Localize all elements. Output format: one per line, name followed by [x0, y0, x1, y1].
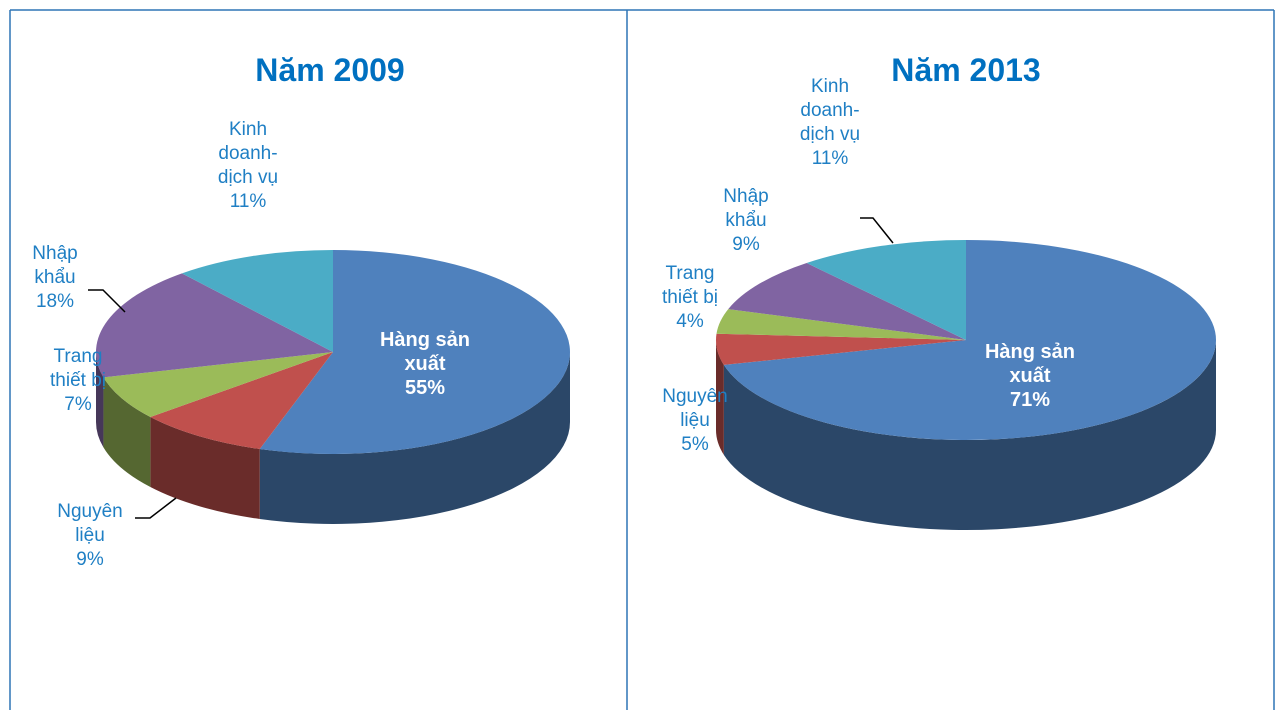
data-label: Hàng sản xuất 71%	[965, 340, 1095, 412]
chart-title: Năm 2013	[891, 52, 1041, 88]
pie-slice	[259, 250, 570, 454]
value-label: 55%	[404, 377, 446, 399]
pie-slice	[103, 352, 333, 418]
data-label: Hàng sản xuất 55%	[365, 328, 485, 400]
pie-slice	[716, 309, 966, 340]
pie-slice	[150, 352, 333, 450]
leader-line	[860, 217, 894, 244]
category-label: Kinh doanh-dịch vụ	[799, 76, 861, 145]
pie-slice-side	[716, 340, 724, 455]
value-label: 11%	[229, 191, 267, 212]
category-label: Nguyên liệu	[662, 386, 728, 431]
data-label: Nguyên liệu 5%	[650, 385, 740, 457]
pie-slice-side	[103, 377, 151, 488]
value-label: 18%	[35, 291, 75, 312]
leader-line	[88, 289, 126, 313]
pie-slice	[96, 273, 334, 378]
category-label: Nguyên liệu	[57, 501, 123, 546]
value-label: 9%	[732, 234, 760, 255]
value-label: 7%	[64, 394, 92, 415]
category-label: Kinh doanh-dịch vụ	[217, 119, 279, 188]
pie-slice-side	[96, 352, 104, 448]
data-label: Nguyên liệu 9%	[40, 500, 140, 572]
category-label: Nhập khẩu	[723, 186, 769, 231]
data-label: Trang thiết bị 7%	[33, 345, 123, 417]
category-label: Trang thiết bị	[50, 346, 106, 391]
value-label: 9%	[76, 549, 104, 570]
leader-line	[135, 497, 177, 519]
pie-slice	[728, 262, 966, 340]
value-label: 5%	[681, 434, 709, 455]
pie-slice	[723, 240, 1216, 441]
category-label: Hàng sản xuất	[379, 329, 471, 375]
data-label: Kinh doanh-dịch vụ 11%	[790, 75, 870, 171]
chart-title: Năm 2009	[255, 52, 405, 88]
data-label: Nhập khẩu 9%	[716, 185, 776, 257]
data-label: Trang thiết bị 4%	[645, 262, 735, 334]
category-label: Hàng sản xuất	[984, 341, 1076, 387]
value-label: 71%	[1009, 389, 1051, 411]
pie-slice	[806, 240, 966, 340]
pie-slice-side	[150, 417, 260, 520]
category-label: Nhập khẩu	[32, 243, 78, 288]
data-label: Nhập khẩu 18%	[20, 242, 90, 314]
value-label: 11%	[811, 148, 849, 169]
pie-slice	[181, 250, 333, 352]
value-label: 4%	[676, 311, 704, 332]
pie-slice-side	[259, 352, 570, 524]
data-label: Kinh doanh-dịch vụ 11%	[208, 118, 288, 214]
pie-slice-side	[723, 340, 1217, 531]
category-label: Trang thiết bị	[662, 263, 718, 308]
pie-slice	[716, 333, 966, 365]
